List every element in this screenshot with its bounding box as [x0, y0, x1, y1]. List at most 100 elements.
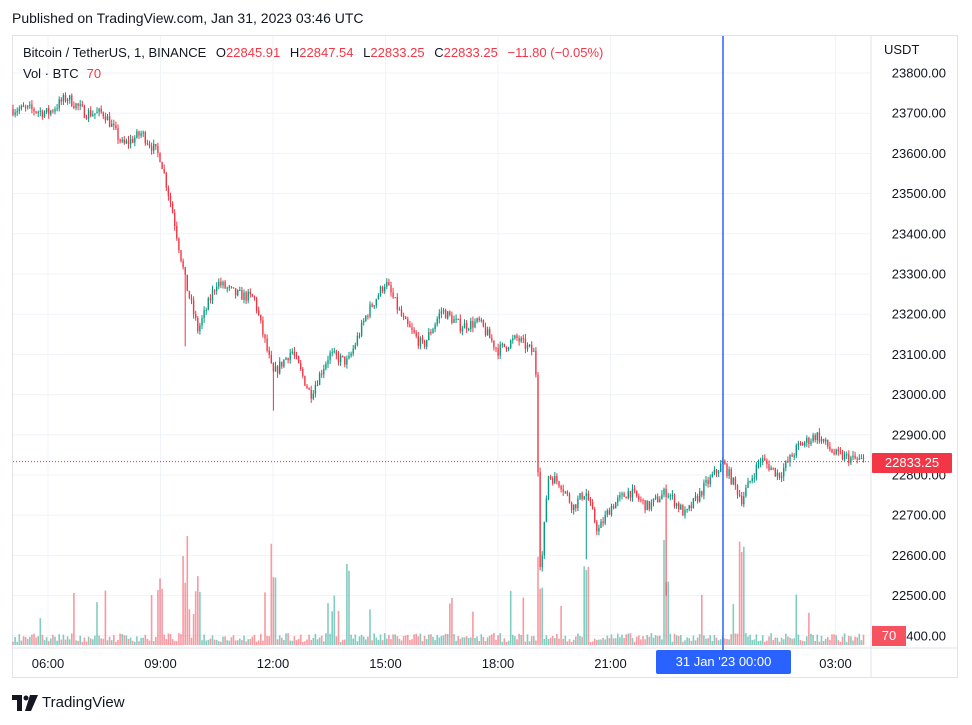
candle-body	[606, 510, 608, 515]
candle-body	[69, 95, 71, 100]
chart-frame[interactable]	[12, 35, 958, 678]
candle-body	[302, 368, 304, 376]
volume-bar	[705, 638, 707, 645]
candle-body	[539, 472, 541, 568]
candle-body	[356, 335, 359, 345]
candle-body	[562, 489, 564, 492]
volume-bar	[92, 639, 94, 645]
symbol-label[interactable]: Bitcoin / TetherUS, 1, BINANCE	[23, 45, 207, 60]
volume-bar	[572, 639, 575, 645]
candle-body	[556, 475, 558, 482]
volume-bar	[514, 636, 516, 645]
candle-body	[762, 458, 764, 462]
candle-body	[516, 335, 518, 339]
footer-brand[interactable]: TradingView	[12, 694, 125, 711]
candle-body	[167, 187, 170, 196]
candle-body	[451, 315, 453, 323]
candle-body	[407, 319, 409, 325]
candle-body	[812, 435, 814, 442]
volume-bar	[213, 639, 216, 645]
volume-bar	[209, 638, 212, 645]
candle-body	[171, 203, 174, 214]
candle-body	[444, 310, 447, 319]
volume-bar	[52, 634, 54, 645]
volume-bar	[764, 641, 766, 645]
candle-body	[625, 496, 627, 499]
volume-bar	[45, 637, 48, 645]
volume-bar	[862, 634, 865, 645]
candle-body	[77, 103, 79, 106]
volume-bar	[140, 637, 142, 645]
volume-bar	[455, 640, 457, 645]
volume-bar	[367, 636, 369, 645]
axis-unit[interactable]: USDT	[884, 42, 920, 57]
candle-body	[671, 494, 674, 496]
y-tick-label: 23500.00	[892, 186, 946, 201]
volume-bar	[453, 634, 455, 645]
volume-bar	[299, 634, 302, 645]
volume-bar	[606, 635, 609, 645]
candle-body	[113, 123, 115, 126]
volume-bar	[600, 639, 602, 645]
candle-body	[314, 385, 317, 394]
volume-bar	[33, 633, 35, 645]
volume-bar	[215, 639, 218, 645]
volume-bar	[587, 566, 590, 645]
candle-body	[245, 292, 247, 301]
y-tick-label: 23700.00	[892, 106, 946, 121]
volume-bar	[839, 641, 842, 645]
volume-bar	[673, 633, 676, 645]
candle-body	[190, 298, 193, 301]
volume-bar	[575, 636, 577, 645]
candle-body	[421, 337, 424, 341]
crosshair-time-label: 31 Jan '23 00:00	[656, 650, 791, 674]
candle-body	[724, 461, 726, 464]
volume-bar	[541, 587, 543, 645]
volume-bar	[652, 637, 655, 645]
candle-body	[56, 108, 58, 110]
candle-body	[688, 505, 690, 510]
volume-bar	[438, 637, 441, 645]
volume-bar	[176, 641, 178, 645]
volume-bar	[79, 635, 81, 645]
candle-body	[581, 493, 583, 500]
candle-body	[564, 491, 566, 493]
candle-body	[560, 486, 562, 490]
volume-bar	[331, 611, 333, 645]
volume-bar	[497, 635, 499, 645]
candle-body	[707, 480, 709, 485]
candle-body	[478, 318, 480, 321]
volume-bar	[774, 637, 777, 645]
candle-body	[405, 317, 407, 320]
volume-label[interactable]: Vol · BTC	[23, 66, 79, 81]
candle-body	[717, 471, 720, 473]
candle-body	[392, 292, 394, 298]
candle-body	[447, 311, 449, 319]
candle-body	[776, 472, 779, 477]
volume-bar	[430, 634, 432, 645]
volume-bar	[205, 640, 207, 645]
candle-body	[594, 508, 596, 522]
candle-body	[434, 324, 436, 330]
volume-bar	[318, 637, 321, 645]
candle-body	[531, 344, 533, 352]
volume-bar	[383, 633, 386, 645]
volume-bar	[58, 634, 60, 645]
volume-bar	[62, 634, 65, 645]
candle-body	[749, 480, 751, 482]
volume-bar	[738, 541, 741, 645]
volume-bar	[291, 640, 294, 645]
candle-body	[35, 111, 37, 113]
candle-body	[835, 449, 837, 455]
volume-bar	[226, 640, 228, 645]
candle-body	[785, 461, 787, 468]
volume-bar	[449, 603, 451, 645]
volume-bar	[163, 634, 165, 645]
candle-body	[264, 334, 266, 339]
volume-bar	[115, 641, 117, 645]
y-tick-label: 22600.00	[892, 548, 946, 563]
volume-bar	[484, 641, 487, 645]
volume-bar	[436, 635, 438, 645]
candle-body	[547, 476, 550, 499]
